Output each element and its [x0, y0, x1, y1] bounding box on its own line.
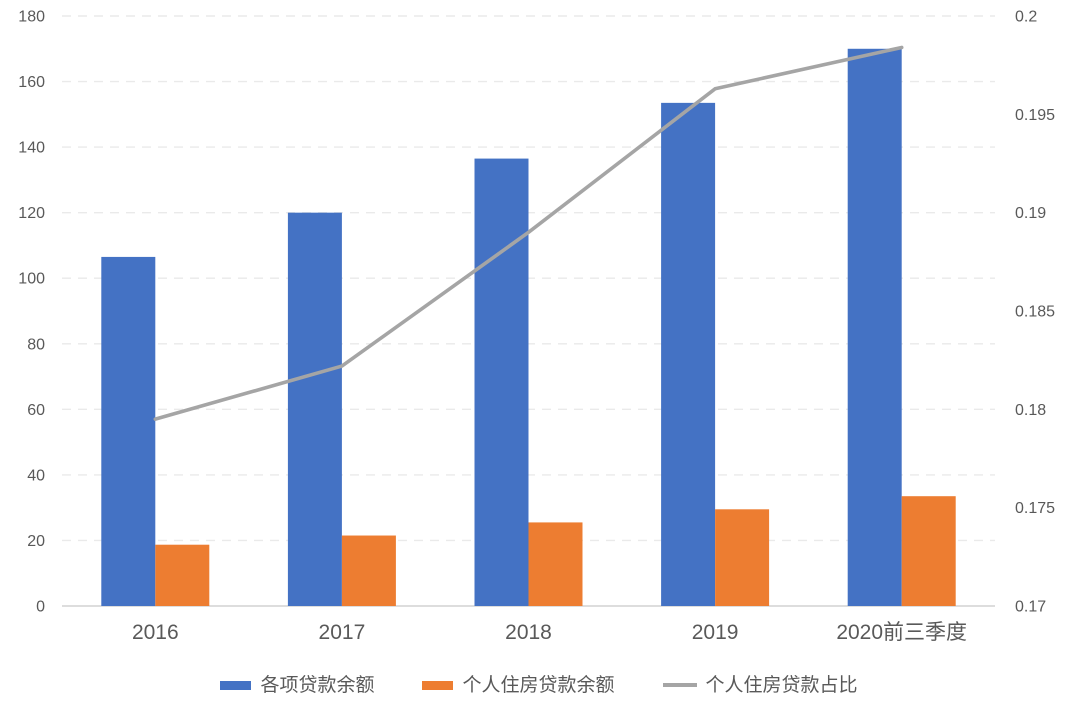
left-axis-tick-100: 100 — [18, 271, 45, 288]
bar-total-loans-balance-2016 — [101, 256, 156, 606]
left-axis-tick-180: 180 — [18, 9, 45, 26]
legend-item-housing-loans-balance: 个人住房贷款余额 — [422, 674, 615, 696]
bar-housing-loans-balance-2017 — [341, 535, 396, 606]
legend-label-housing-loans-balance: 个人住房贷款余额 — [462, 674, 615, 696]
bar-housing-loans-balance-2016 — [155, 544, 210, 606]
left-axis-tick-160: 160 — [18, 74, 45, 91]
legend-item-housing-loan-ratio: 个人住房贷款占比 — [662, 674, 858, 696]
left-axis-tick-40: 40 — [27, 467, 45, 484]
right-axis-tick-0.175: 0.175 — [1015, 500, 1055, 517]
right-axis-tick-0.2: 0.2 — [1015, 9, 1037, 26]
left-axis-tick-80: 80 — [27, 336, 45, 353]
chart-legend: 各项贷款余额 个人住房贷款余额 个人住房贷款占比 — [0, 668, 1078, 702]
bar-total-loans-balance-2019 — [661, 102, 716, 606]
left-axis-tick-120: 120 — [18, 205, 45, 222]
legend-swatch-housing-loans-balance — [422, 680, 454, 690]
category-label-2016: 2016 — [132, 621, 179, 644]
right-axis-tick-0.18: 0.18 — [1015, 402, 1046, 419]
right-axis-tick-0.19: 0.19 — [1015, 205, 1046, 222]
bar-total-loans-balance-2020前三季度 — [847, 48, 902, 607]
bar-total-loans-balance-2017 — [287, 212, 342, 606]
legend-swatch-housing-loan-ratio — [662, 683, 697, 687]
legend-label-total-loans-balance: 各项贷款余额 — [260, 674, 375, 696]
legend-label-housing-loan-ratio: 个人住房贷款占比 — [705, 674, 858, 696]
bar-total-loans-balance-2018 — [474, 158, 529, 607]
right-axis-tick-0.195: 0.195 — [1015, 107, 1055, 124]
category-label-2017: 2017 — [319, 621, 366, 644]
left-axis-tick-20: 20 — [27, 533, 45, 550]
left-axis-tick-140: 140 — [18, 140, 45, 157]
legend-item-total-loans-balance: 各项贷款余额 — [220, 676, 374, 695]
legend-swatch-total-loans-balance — [220, 680, 252, 690]
bar-housing-loans-balance-2020前三季度 — [901, 496, 956, 606]
category-label-2018: 2018 — [505, 621, 552, 644]
left-axis-tick-60: 60 — [27, 402, 45, 419]
category-label-2020前三季度: 2020前三季度 — [836, 621, 967, 644]
bar-housing-loans-balance-2019 — [715, 509, 770, 606]
right-axis-tick-0.185: 0.185 — [1015, 304, 1055, 321]
right-axis-tick-0.17: 0.17 — [1015, 599, 1046, 616]
bar-housing-loans-balance-2018 — [528, 522, 583, 606]
housing-loan-ratio-line — [153, 45, 904, 421]
left-axis-tick-0: 0 — [36, 599, 45, 616]
category-label-2019: 2019 — [692, 621, 739, 644]
